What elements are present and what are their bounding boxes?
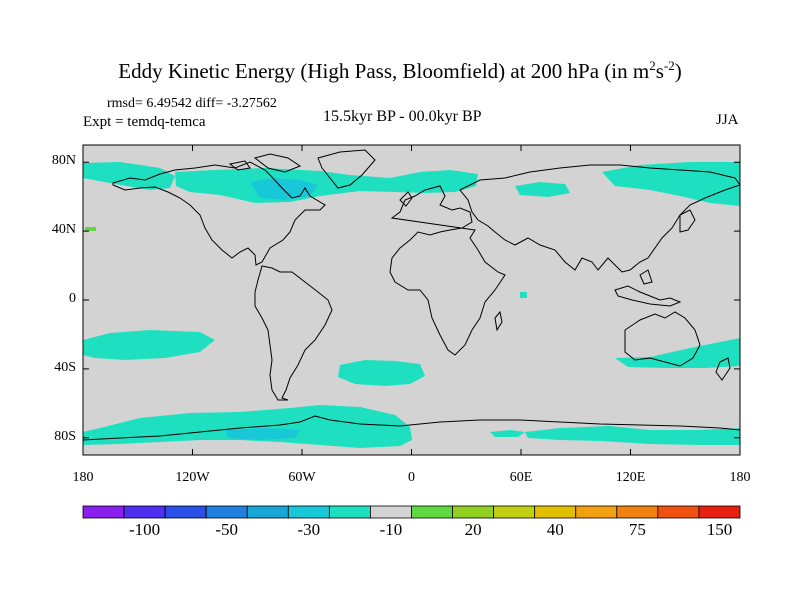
anomaly-region-southern-ocean-strong xyxy=(225,428,300,440)
colorbar-swatch xyxy=(411,505,453,519)
anomaly-region-siberia xyxy=(602,162,740,206)
axis-ticks xyxy=(82,145,741,455)
colorbar-swatch xyxy=(452,505,495,519)
coast-madagascar xyxy=(494,310,503,332)
colorbar-swatch xyxy=(575,505,618,519)
colorbar-swatch xyxy=(164,505,207,519)
colorbar-swatch xyxy=(534,505,577,519)
experiment-label: Expt = temdq-temca xyxy=(83,114,206,130)
colorbar-label: 20 xyxy=(464,520,482,539)
colorbar xyxy=(82,505,741,519)
colorbar-label: 150 xyxy=(706,520,733,539)
colorbar-swatch xyxy=(287,505,330,519)
y-tick-label: 0 xyxy=(69,291,76,306)
coastlines xyxy=(83,149,740,441)
coast-japan xyxy=(679,209,696,233)
colorbar-label: 75 xyxy=(628,520,646,539)
anomaly-region-north-america xyxy=(175,168,478,203)
coast-australia xyxy=(624,311,701,367)
x-tick-label: 0 xyxy=(408,470,415,485)
colorbar-swatch xyxy=(370,505,412,519)
y-tick-label: 80N xyxy=(51,153,76,169)
colorbar-label: 40 xyxy=(546,520,564,539)
coast-asia xyxy=(459,164,740,273)
colorbar-swatch xyxy=(205,505,248,519)
coast-north-america xyxy=(112,161,326,266)
stats-text: rmsd= 6.49542 diff= -3.27562 xyxy=(107,96,277,111)
coast-uk xyxy=(399,191,413,207)
anomaly-region-southern-ocean-east xyxy=(490,430,525,437)
colorbar-swatch xyxy=(657,505,700,519)
coast-maritime-se-asia xyxy=(614,269,682,307)
x-tick-label: 120E xyxy=(615,470,646,485)
coast-arctic-islands xyxy=(228,153,302,173)
map-area xyxy=(83,145,740,455)
anomaly-region-southern-ocean xyxy=(83,405,412,448)
colorbar-swatch xyxy=(698,505,741,519)
colorbar-label: -30 xyxy=(297,520,321,539)
y-tick-label: 80S xyxy=(54,428,76,444)
season-label: JJA xyxy=(716,112,739,128)
x-tick-label: 120W xyxy=(175,470,210,485)
anomaly-region-south-indian xyxy=(615,338,740,368)
colorbar-label: -100 xyxy=(129,520,161,539)
colorbar-swatch xyxy=(246,505,289,519)
colorbar-swatch xyxy=(616,505,659,519)
anomaly-region-southern-ocean-east2 xyxy=(525,426,740,445)
x-tick-label: 180 xyxy=(72,470,94,485)
colorbar-label: -10 xyxy=(379,520,403,539)
coast-antarctica xyxy=(83,415,740,441)
coast-new-zealand xyxy=(715,357,731,381)
y-tick-label: 40S xyxy=(54,359,76,375)
x-tick-label: 60E xyxy=(509,470,533,485)
colorbar-swatch xyxy=(493,505,536,519)
colorbar-swatch xyxy=(82,505,125,519)
x-tick-label: 60W xyxy=(288,470,316,485)
period-label: 15.5kyr BP - 00.0kyr BP xyxy=(323,108,482,125)
anomaly-region-north-pacific xyxy=(83,162,175,190)
coast-europe-africa xyxy=(389,185,506,356)
anomaly-positive-spot xyxy=(85,227,96,231)
coast-greenland xyxy=(317,149,376,189)
colorbar-swatch xyxy=(328,505,371,519)
plot-title: Eddy Kinetic Energy (High Pass, Bloomfie… xyxy=(118,58,682,83)
anomaly-region-north-eurasia xyxy=(515,182,570,197)
x-tick-label: 180 xyxy=(729,470,751,485)
colorbar-swatch xyxy=(123,505,166,519)
anomaly-region-south-pacific xyxy=(83,330,215,360)
colorbar-label: -50 xyxy=(215,520,239,539)
anomaly-indian-ocean-spot xyxy=(520,292,527,298)
anomaly-region-south-atlantic xyxy=(338,360,425,386)
coast-south-america xyxy=(254,265,333,401)
y-tick-label: 40N xyxy=(51,222,76,238)
